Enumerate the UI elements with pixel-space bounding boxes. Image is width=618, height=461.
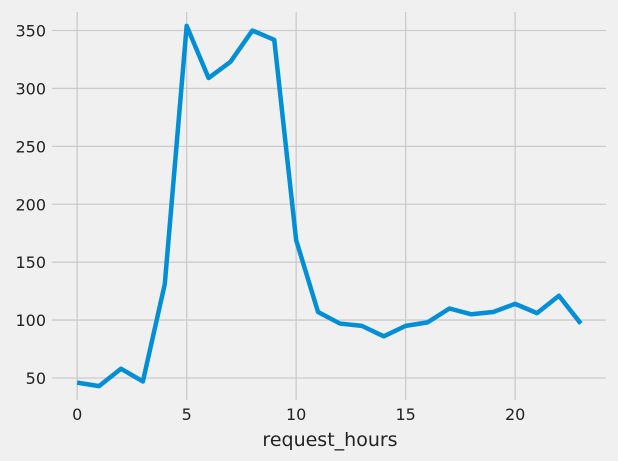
x-tick-label-15: 15 [395, 405, 415, 424]
y-tick-label-200: 200 [15, 195, 46, 214]
y-tick-label-50: 50 [26, 369, 46, 388]
x-axis-label: request_hours [262, 429, 397, 451]
x-tick-label-0: 0 [72, 405, 82, 424]
x-tick-label-20: 20 [505, 405, 525, 424]
y-tick-label-350: 350 [15, 22, 46, 41]
y-tick-label-150: 150 [15, 253, 46, 272]
y-tick-label-300: 300 [15, 79, 46, 98]
y-tick-label-100: 100 [15, 311, 46, 330]
x-tick-label-10: 10 [286, 405, 306, 424]
y-tick-labels: 50 100 150 200 250 300 350 [15, 22, 46, 388]
x-tick-label-5: 5 [182, 405, 192, 424]
series-layer [76, 23, 583, 389]
x-tick-labels: 0 5 10 15 20 [72, 405, 525, 424]
series-line-0 [76, 23, 583, 389]
grid [52, 12, 606, 400]
y-tick-label-250: 250 [15, 137, 46, 156]
